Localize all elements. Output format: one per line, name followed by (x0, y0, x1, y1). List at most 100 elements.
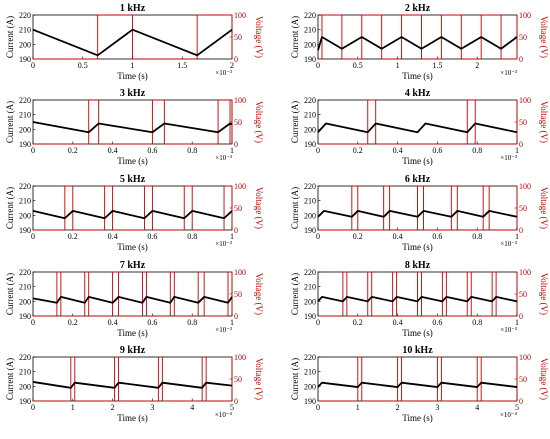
chart-2-current-line (32, 121, 233, 134)
chart-4-x-multiplier: ×10⁻³ (215, 240, 232, 248)
chart-7: 8 kHz 0 0.2 0.4 0.6 0.8 1×10⁻³ 190 200 210 220 0 50 1… (290, 260, 549, 338)
chart-2-voltage-line (33, 99, 232, 145)
chart-3-ytick-label-3: 220 (304, 96, 316, 105)
chart-9-title: 10 kHz (402, 345, 433, 356)
chart-5-xtick-label-1: 0.2 (353, 232, 363, 241)
chart-0-xlabel: Time (s) (117, 71, 147, 81)
chart-5-ytick-label-2: 210 (304, 197, 316, 206)
chart-9-ytick-label-1: 200 (304, 382, 316, 391)
chart-2-ytick-label-1: 200 (19, 125, 31, 134)
chart-9-ytick-label-0: 190 (304, 397, 316, 406)
chart-4-xtick-label-0: 0 (31, 232, 35, 241)
chart-1-ytick-label-3: 220 (304, 11, 316, 20)
chart-6-xtick-label-1: 0.2 (68, 318, 78, 327)
chart-7-xtick-label-1: 0.2 (353, 318, 363, 327)
chart-4-title: 5 kHz (120, 174, 146, 185)
chart-7-current-line (317, 296, 518, 303)
chart-7-ytick-label-0: 190 (304, 312, 316, 321)
chart-1-y2tick-label-1: 50 (519, 33, 527, 42)
chart-3-ytick-label-0: 190 (304, 140, 316, 149)
chart-1-ytick-label-0: 190 (304, 55, 316, 64)
chart-9-xtick-label-0: 0 (316, 403, 320, 412)
chart-8-y2tick-label-1: 50 (234, 375, 242, 384)
chart-8-x-multiplier: ×10⁻⁴ (215, 411, 233, 419)
chart-0-y2tick-label-1: 50 (234, 33, 242, 42)
chart-5-xtick-label-5: 1 (515, 232, 519, 241)
chart-8-ytick-label-1: 200 (19, 382, 31, 391)
chart-4-xtick-label-4: 0.8 (187, 232, 197, 241)
chart-8-ytick-label-0: 190 (19, 397, 31, 406)
chart-4-y2label: Voltage (V) (254, 187, 264, 229)
chart-8: 9 kHz 0 1 2 3 4 5×10⁻⁴ 190 200 210 220 0 50 100 Time (… (5, 345, 264, 423)
chart-0-xtick-label-3: 1.5 (177, 61, 187, 70)
chart-7-xtick-label-5: 1 (515, 318, 519, 327)
chart-0-x-multiplier: ×10⁻³ (215, 69, 232, 77)
chart-0-current-line (32, 28, 233, 57)
chart-6-xtick-label-3: 0.6 (147, 318, 157, 327)
chart-7-xtick-label-3: 0.6 (432, 318, 442, 327)
chart-2-y2tick-label-1: 50 (234, 118, 242, 127)
chart-5-y2tick-label-1: 50 (519, 204, 527, 213)
chart-1-xtick-label-3: 1.5 (432, 61, 442, 70)
chart-8-xtick-label-5: 5 (230, 403, 234, 412)
chart-1-y2tick-label-0: 0 (519, 55, 523, 64)
chart-3-axes-box (317, 99, 518, 145)
chart-2-ylabel: Current (A) (5, 101, 15, 143)
chart-2-y2label: Voltage (V) (254, 101, 264, 143)
chart-8-xtick-label-1: 1 (71, 403, 75, 412)
chart-4-ytick-label-2: 210 (19, 197, 31, 206)
chart-9-x-multiplier: ×10⁻⁴ (500, 411, 518, 419)
chart-2-x-multiplier: ×10⁻³ (215, 154, 232, 162)
chart-5-title: 6 kHz (405, 174, 431, 185)
chart-3-xtick-label-0: 0 (316, 146, 320, 155)
chart-0-voltage-line (33, 14, 233, 60)
chart-9-xtick-label-3: 3 (435, 403, 439, 412)
chart-9-xlabel: Time (s) (402, 413, 432, 423)
chart-6-ytick-label-0: 190 (19, 312, 31, 321)
chart-2-xtick-label-1: 0.2 (68, 146, 78, 155)
chart-2-ytick-label-0: 190 (19, 140, 31, 149)
chart-5-ytick-label-3: 220 (304, 182, 316, 191)
chart-8-voltage-line (33, 356, 232, 402)
chart-1-x-multiplier: ×10⁻³ (500, 69, 517, 77)
chart-7-y2tick-label-2: 100 (519, 268, 531, 277)
chart-6-ylabel: Current (A) (5, 273, 15, 315)
chart-7-xtick-label-0: 0 (316, 318, 320, 327)
chart-5-xlabel: Time (s) (402, 242, 432, 252)
chart-0-xtick-label-2: 1 (131, 61, 135, 70)
chart-1: 2 kHz 0 0.5 1 1.5 2 ×10⁻³ 190 200 210 220 0 50 100 Tim… (290, 3, 549, 81)
chart-9-ytick-label-2: 210 (304, 368, 316, 377)
chart-3: 4 kHz 0 0.2 0.4 0.6 0.8 1×10⁻³ 190 200 210 220 0 50 1… (290, 88, 549, 166)
chart-4-y2tick-label-2: 100 (234, 182, 246, 191)
chart-2-xtick-label-4: 0.8 (187, 146, 197, 155)
chart-6: 7 kHz 0 0.2 0.4 0.6 0.8 1×10⁻³ 190 200 210 220 0 50 1… (5, 260, 264, 338)
chart-6-y2label: Voltage (V) (254, 273, 264, 315)
chart-1-y2tick-label-2: 100 (519, 11, 531, 20)
chart-3-xtick-label-1: 0.2 (353, 146, 363, 155)
chart-4-xlabel: Time (s) (117, 242, 147, 252)
chart-4-xtick-label-3: 0.6 (147, 232, 157, 241)
chart-5-ytick-label-1: 200 (304, 211, 316, 220)
chart-9-y2tick-label-1: 50 (519, 375, 527, 384)
chart-1-current-line (317, 36, 518, 51)
chart-0-ytick-label-0: 190 (19, 55, 31, 64)
chart-5-ytick-label-0: 190 (304, 226, 316, 235)
chart-3-y2tick-label-0: 0 (519, 140, 523, 149)
chart-5-y2tick-label-0: 0 (519, 226, 523, 235)
chart-5-xtick-label-0: 0 (316, 232, 320, 241)
chart-6-ytick-label-3: 220 (19, 268, 31, 277)
chart-9-axes-box (317, 356, 518, 402)
chart-1-xtick-label-4: 2 (475, 61, 479, 70)
chart-8-y2label: Voltage (V) (254, 358, 264, 400)
chart-3-title: 4 kHz (405, 88, 431, 99)
chart-6-axes-box (32, 271, 233, 317)
chart-2-xtick-label-5: 1 (230, 146, 234, 155)
chart-6-ytick-label-1: 200 (19, 297, 31, 306)
chart-3-ylabel: Current (A) (290, 101, 300, 143)
chart-3-x-multiplier: ×10⁻³ (500, 154, 517, 162)
chart-6-x-multiplier: ×10⁻³ (215, 326, 232, 334)
chart-1-xtick-label-0: 0 (316, 61, 320, 70)
chart-1-xtick-label-2: 1 (396, 61, 400, 70)
chart-0-xtick-label-4: 2 (230, 61, 234, 70)
